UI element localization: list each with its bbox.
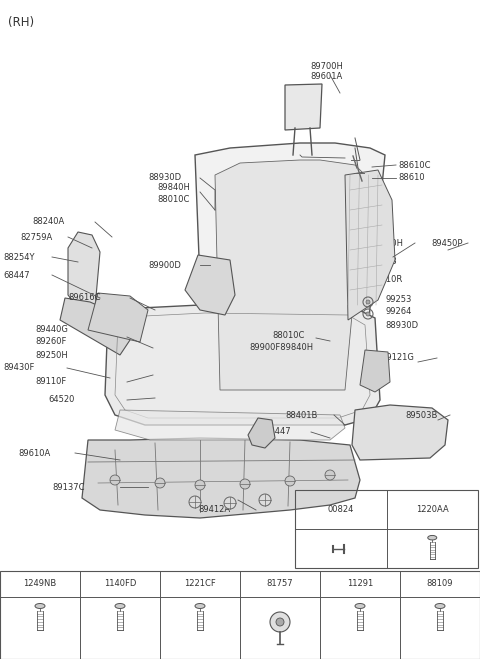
Text: 99253: 99253 [385, 295, 411, 304]
Text: 88010C: 88010C [157, 194, 190, 204]
Ellipse shape [35, 604, 45, 608]
Circle shape [224, 497, 236, 509]
Circle shape [189, 496, 201, 508]
Text: 89137C: 89137C [52, 482, 84, 492]
Ellipse shape [355, 604, 365, 608]
Ellipse shape [435, 604, 445, 608]
Text: 89250H: 89250H [35, 351, 68, 360]
Text: 89840H: 89840H [157, 183, 190, 192]
Ellipse shape [428, 536, 437, 540]
Polygon shape [115, 410, 345, 440]
Text: 88401B: 88401B [285, 411, 317, 420]
Polygon shape [68, 232, 100, 310]
Text: 64520: 64520 [48, 395, 74, 405]
Text: 89430F: 89430F [3, 364, 35, 372]
Text: 82759A: 82759A [20, 233, 52, 241]
Text: 88254Y: 88254Y [3, 252, 35, 262]
Text: 88930D: 88930D [148, 173, 181, 181]
Text: 89360H: 89360H [370, 239, 403, 248]
Text: 89900D: 89900D [148, 260, 181, 270]
Circle shape [325, 470, 335, 480]
Polygon shape [82, 438, 360, 518]
Polygon shape [360, 350, 390, 392]
Polygon shape [185, 255, 235, 315]
Polygon shape [88, 293, 148, 342]
Text: 81757: 81757 [267, 579, 293, 588]
Text: 99264: 99264 [385, 308, 411, 316]
Text: 89700H
89601A: 89700H 89601A [310, 62, 343, 82]
Text: 00824: 00824 [327, 505, 354, 514]
Text: 88240A: 88240A [32, 217, 64, 227]
Polygon shape [195, 143, 385, 410]
Polygon shape [105, 305, 380, 425]
Text: 89260F: 89260F [35, 337, 66, 347]
Text: 89121G: 89121G [381, 353, 414, 362]
Circle shape [285, 476, 295, 486]
Text: 88010C: 88010C [272, 331, 304, 339]
Text: 88930D: 88930D [385, 320, 418, 330]
Circle shape [259, 494, 271, 506]
Text: 1220AA: 1220AA [416, 505, 449, 514]
Text: (RH): (RH) [8, 16, 34, 29]
Text: 89450P: 89450P [431, 239, 463, 248]
Circle shape [240, 479, 250, 489]
Circle shape [155, 478, 165, 488]
Text: 89110F: 89110F [35, 378, 66, 386]
Circle shape [276, 618, 284, 626]
Bar [295, 490, 478, 568]
Text: 88610: 88610 [398, 173, 425, 183]
Ellipse shape [195, 604, 205, 608]
Circle shape [366, 300, 370, 304]
Polygon shape [215, 160, 365, 390]
Text: 89410R: 89410R [370, 275, 402, 283]
Text: 88610C: 88610C [398, 161, 431, 169]
Text: 68447: 68447 [3, 270, 30, 279]
Ellipse shape [115, 604, 125, 608]
Text: 89503B: 89503B [405, 411, 437, 420]
Text: 89333: 89333 [370, 258, 397, 266]
Circle shape [110, 475, 120, 485]
Polygon shape [352, 405, 448, 460]
Text: 1221CF: 1221CF [184, 579, 216, 588]
Text: 89440G: 89440G [35, 326, 68, 335]
Polygon shape [60, 298, 130, 355]
Text: 68447: 68447 [264, 428, 290, 436]
Text: 1140FD: 1140FD [104, 579, 136, 588]
Text: 89616C: 89616C [68, 293, 100, 302]
Text: 89610A: 89610A [18, 449, 50, 457]
Polygon shape [285, 84, 322, 130]
Polygon shape [345, 170, 395, 320]
Text: 1249NB: 1249NB [24, 579, 57, 588]
Polygon shape [248, 418, 275, 448]
Text: 11291: 11291 [347, 579, 373, 588]
Bar [0, 571, 480, 659]
Circle shape [195, 480, 205, 490]
Text: 88109: 88109 [427, 579, 453, 588]
Text: 89412A: 89412A [198, 505, 230, 515]
Circle shape [270, 612, 290, 632]
Circle shape [366, 312, 370, 316]
Text: 89900F89840H: 89900F89840H [249, 343, 313, 353]
